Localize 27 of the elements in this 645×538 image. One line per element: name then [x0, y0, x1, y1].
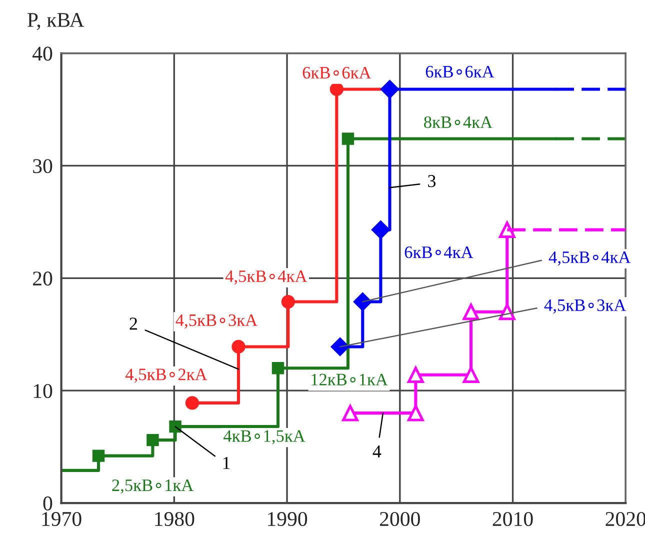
y-tick-label: 40: [32, 46, 52, 61]
x-tick-label: 2010: [492, 512, 533, 526]
annotation: 8кВ∘4кА: [424, 116, 492, 128]
series-label: 1: [223, 456, 230, 469]
y-tick-label: 0: [43, 496, 52, 510]
annotation: 4,5кВ∘4кА: [225, 270, 308, 285]
y-axis-title: P, кВА: [28, 13, 84, 30]
y-tick-label: 30: [33, 159, 52, 174]
annotation: 2,5кВ∘1кА: [112, 479, 194, 494]
x-tick-label: 1970: [42, 512, 82, 526]
annotation: 4кВ∘1,5кА: [224, 430, 306, 444]
text: 3: [428, 175, 436, 188]
y-tick-label: 20: [33, 272, 52, 286]
annotation: 4,5кВ∘3кА: [176, 314, 258, 329]
x-tick-label: 1980: [155, 512, 194, 526]
annotation: 12кВ∘1кА: [312, 374, 388, 386]
x-tick-label: 2000: [380, 512, 420, 526]
annotation: 6кВ∘4кА: [404, 246, 474, 258]
annotation: 4,5кВ∘3кА: [544, 299, 626, 314]
y-tick-label: 10: [34, 384, 52, 398]
series-label: 4: [372, 446, 382, 458]
x-tick-label: 1990: [268, 512, 308, 526]
annotation: 6кВ∘6кА: [302, 66, 372, 79]
annotation: 4,5кВ∘4кА: [548, 251, 631, 266]
annotation: 6кВ∘6кА: [426, 66, 494, 78]
text: 2: [130, 318, 138, 330]
annotation: 4,5кВ∘2кА: [125, 368, 208, 383]
